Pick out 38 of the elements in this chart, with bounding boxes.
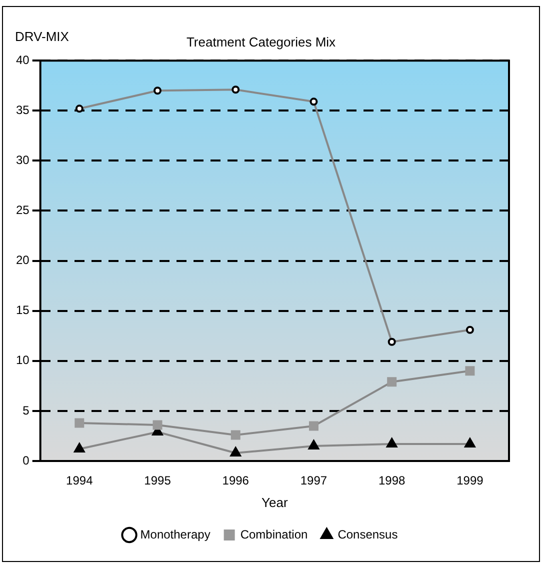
point — [74, 442, 86, 452]
y-tick-label: 25 — [16, 203, 30, 218]
x-tick-label: 1999 — [456, 474, 484, 488]
y-tick-label: 0 — [22, 453, 30, 468]
point — [387, 377, 397, 387]
x-tick-label: 1997 — [300, 474, 328, 488]
x-tick-label: 1998 — [378, 474, 406, 488]
y-axis-title: DRV-MIX — [15, 29, 69, 44]
y-tick-label: 35 — [16, 102, 30, 117]
point — [308, 439, 320, 450]
point — [154, 86, 162, 95]
point — [386, 437, 398, 448]
point — [465, 366, 475, 376]
point — [230, 430, 240, 440]
point — [388, 338, 396, 346]
y-tick-label: 40 — [16, 52, 30, 67]
point — [310, 98, 318, 106]
y-tick-label: 10 — [16, 353, 30, 368]
point — [308, 421, 318, 431]
point — [75, 104, 84, 113]
point — [464, 437, 476, 448]
y-tick-label: 15 — [16, 303, 30, 318]
x-tick-label: 1996 — [222, 474, 250, 488]
legend-label: Combination — [240, 527, 308, 542]
x-tick-label: 1995 — [144, 474, 172, 488]
x-tick-label: 1994 — [66, 474, 94, 488]
point — [230, 446, 242, 456]
point — [232, 86, 240, 94]
legend-label: Monotherapy — [140, 527, 210, 542]
x-axis-title: Year — [262, 494, 288, 510]
point — [152, 420, 162, 430]
y-tick-label: 5 — [22, 403, 30, 418]
legend-label: Consensus — [338, 527, 398, 542]
chart-title: Treatment Categories Mix — [186, 34, 336, 50]
y-tick-label: 20 — [16, 253, 30, 268]
point — [466, 326, 474, 334]
y-tick-label: 30 — [16, 153, 30, 168]
point — [74, 418, 84, 428]
